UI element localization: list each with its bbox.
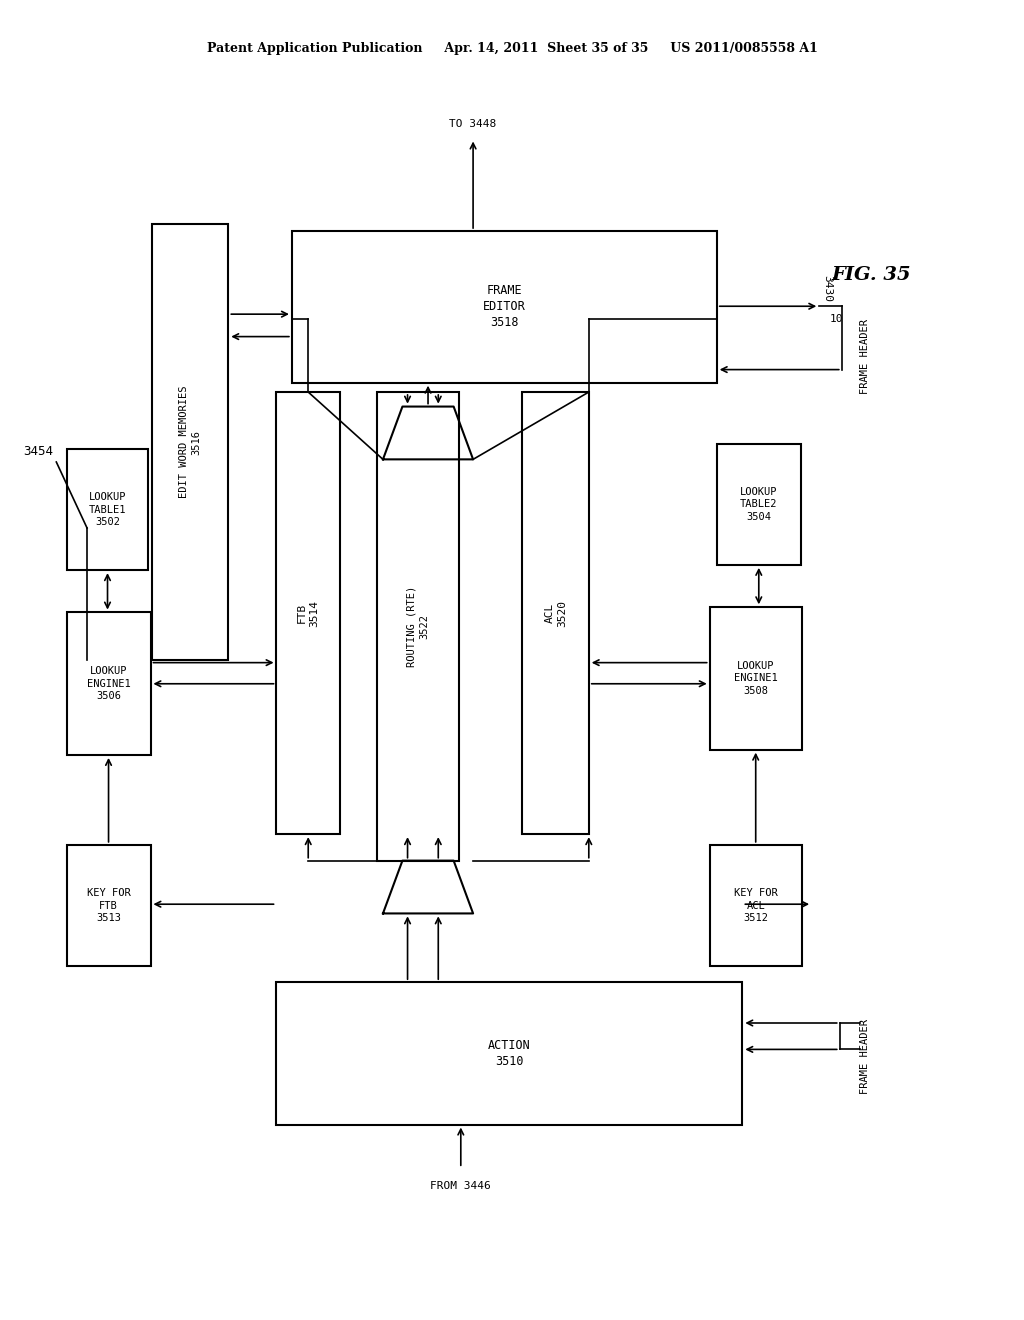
Text: Patent Application Publication     Apr. 14, 2011  Sheet 35 of 35     US 2011/008: Patent Application Publication Apr. 14, … (207, 42, 817, 55)
Bar (522, 392, 589, 834)
Text: KEY FOR
ACL
3512: KEY FOR ACL 3512 (734, 888, 777, 923)
Bar (710, 845, 802, 966)
Text: FRAME HEADER: FRAME HEADER (860, 319, 870, 393)
Bar (67, 845, 151, 966)
Bar (276, 392, 340, 834)
Text: 3430: 3430 (822, 275, 833, 301)
Text: FRAME HEADER: FRAME HEADER (860, 1019, 870, 1093)
Bar (67, 612, 151, 755)
Bar (276, 982, 742, 1125)
Bar (377, 392, 459, 861)
Text: LOOKUP
TABLE2
3504: LOOKUP TABLE2 3504 (740, 487, 777, 521)
Text: FTB
3514: FTB 3514 (297, 599, 319, 627)
Text: ACTION
3510: ACTION 3510 (488, 1039, 530, 1068)
Text: ACL
3520: ACL 3520 (545, 599, 566, 627)
Text: KEY FOR
FTB
3513: KEY FOR FTB 3513 (87, 888, 130, 923)
Text: FROM 3446: FROM 3446 (430, 1181, 492, 1192)
Text: TO 3448: TO 3448 (450, 119, 497, 129)
Text: EDIT WORD MEMORIES
3516: EDIT WORD MEMORIES 3516 (179, 385, 201, 499)
Text: FIG. 35: FIG. 35 (831, 265, 911, 284)
Text: 3454: 3454 (24, 445, 53, 458)
Bar (710, 607, 802, 750)
Text: LOOKUP
ENGINE1
3508: LOOKUP ENGINE1 3508 (734, 661, 777, 696)
Bar (292, 231, 717, 383)
Bar (717, 444, 801, 565)
Text: FRAME
EDITOR
3518: FRAME EDITOR 3518 (483, 284, 525, 330)
Text: LOOKUP
TABLE1
3502: LOOKUP TABLE1 3502 (89, 492, 126, 527)
Text: LOOKUP
ENGINE1
3506: LOOKUP ENGINE1 3506 (87, 667, 130, 701)
Text: 10: 10 (829, 314, 843, 325)
Text: ROUTING (RTE)
3522: ROUTING (RTE) 3522 (407, 586, 429, 667)
Bar (152, 224, 228, 660)
Bar (67, 449, 148, 570)
